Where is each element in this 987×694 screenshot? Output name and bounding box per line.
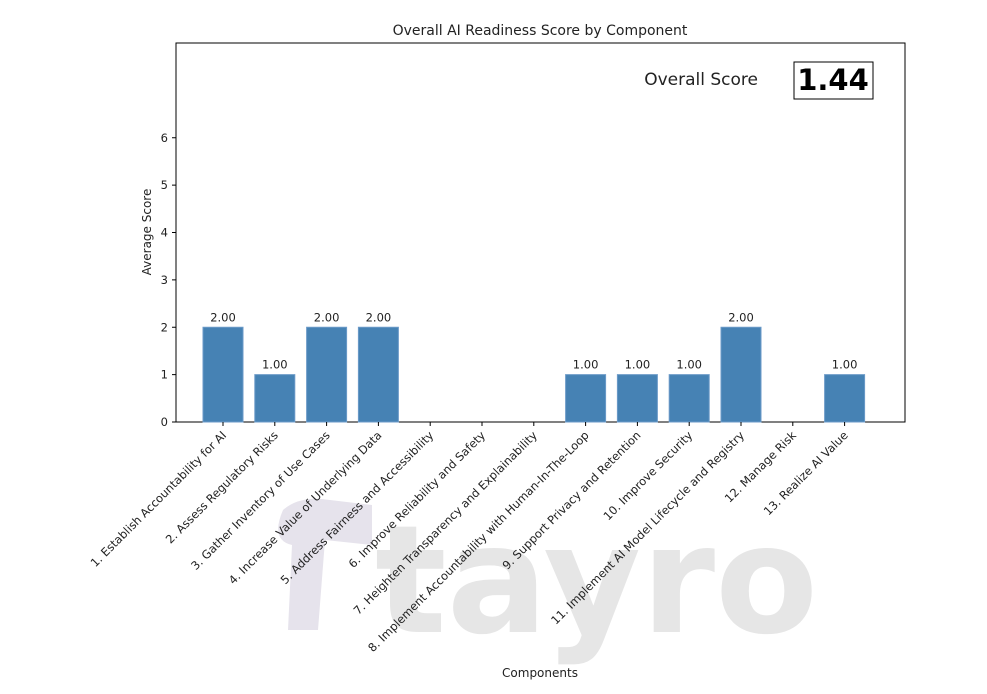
- data-label: 2.00: [366, 310, 392, 324]
- bars: [202, 326, 866, 423]
- y-tick-label: 5: [161, 178, 168, 192]
- data-labels: 2.00 1.00 2.00 2.00 1.00 1.00 1.00 2.00 1.00: [210, 310, 857, 371]
- overall-score-label: Overall Score: [644, 70, 758, 90]
- data-label: 1.00: [676, 358, 702, 372]
- bar: [565, 374, 607, 423]
- overall-score-box: [793, 61, 874, 100]
- bar: [202, 326, 244, 423]
- bar: [254, 374, 296, 423]
- bar: [357, 326, 399, 423]
- data-label: 2.00: [314, 310, 340, 324]
- y-tick-label: 0: [161, 415, 168, 429]
- overall-score-value: 1.44: [797, 63, 869, 97]
- bar: [720, 326, 762, 423]
- bar: [668, 374, 710, 423]
- y-tick-label: 4: [161, 226, 168, 240]
- chart-title: Overall AI Readiness Score by Component: [393, 23, 688, 39]
- watermark-icon: [278, 498, 372, 630]
- bar: [616, 374, 658, 423]
- y-axis: 0 1 2 3 4 5 6: [161, 131, 176, 429]
- data-label: 2.00: [210, 310, 236, 324]
- bar: [306, 326, 348, 423]
- overall-score: Overall Score 1.44: [644, 61, 874, 100]
- watermark-logo: tayro: [278, 494, 818, 668]
- watermark-text: tayro: [375, 494, 818, 668]
- data-label: 1.00: [573, 358, 599, 372]
- y-tick-label: 1: [161, 368, 168, 382]
- data-label: 1.00: [625, 358, 651, 372]
- data-label: 2.00: [728, 310, 754, 324]
- y-tick-label: 6: [161, 131, 168, 145]
- y-axis-label: Average Score: [140, 189, 154, 276]
- data-label: 1.00: [262, 358, 288, 372]
- x-axis-label: Components: [502, 666, 578, 680]
- data-label: 1.00: [832, 358, 858, 372]
- y-tick-label: 2: [161, 320, 168, 334]
- bar: [824, 374, 866, 423]
- y-tick-label: 3: [161, 273, 168, 287]
